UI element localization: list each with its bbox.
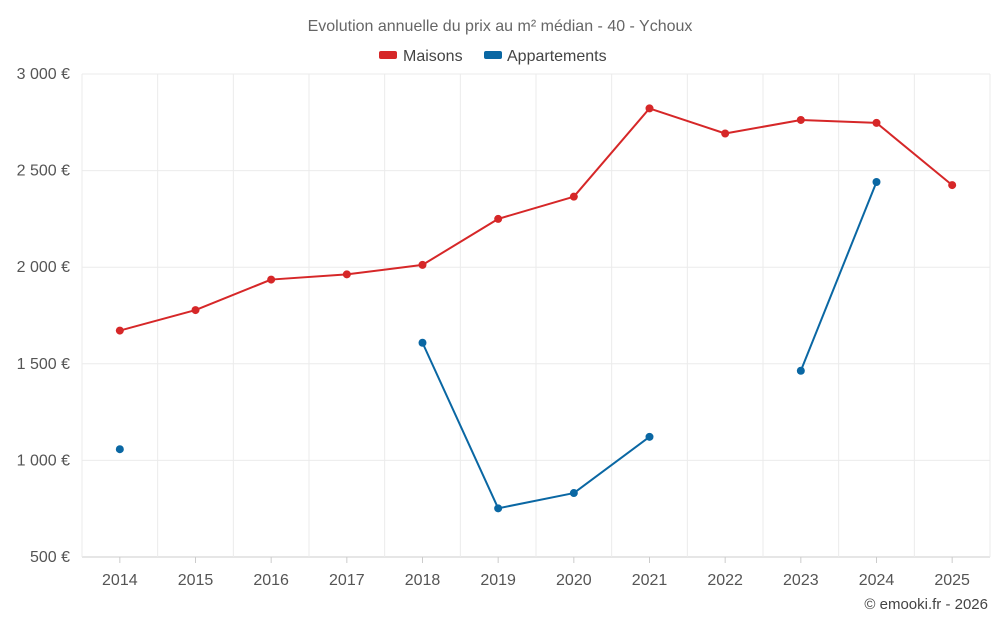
data-point-appartements[interactable] <box>418 338 427 347</box>
x-tick-label: 2015 <box>178 572 214 589</box>
series-line-appartements <box>421 342 651 510</box>
data-point-maisons[interactable] <box>948 181 957 190</box>
data-point-maisons[interactable] <box>342 270 351 279</box>
legend-item-appartements[interactable]: Appartements <box>484 48 607 65</box>
x-axis-tick-labels: 2014 2015 2016 2017 2018 2019 2020 2021 2022 2023… <box>102 572 970 589</box>
y-tick-label: 2 000 € <box>17 259 70 276</box>
series-appartements <box>115 177 881 513</box>
x-tick-label: 2024 <box>859 572 895 589</box>
data-point-maisons[interactable] <box>115 326 124 335</box>
legend-label: Appartements <box>507 48 607 65</box>
legend-swatch <box>379 51 397 59</box>
data-point-maisons[interactable] <box>796 115 805 124</box>
x-tick-label: 2014 <box>102 572 138 589</box>
x-tick-label: 2017 <box>329 572 365 589</box>
y-tick-label: 2 500 € <box>17 163 70 180</box>
data-point-appartements[interactable] <box>115 445 124 454</box>
data-point-maisons[interactable] <box>645 104 654 113</box>
y-tick-label: 1 500 € <box>17 356 70 373</box>
series-layer <box>115 104 957 513</box>
x-tick-label: 2019 <box>480 572 516 589</box>
grid-lines <box>81 73 991 563</box>
chart-title: Evolution annuelle du prix au m² médian … <box>308 18 693 35</box>
legend-item-maisons[interactable]: Maisons <box>379 48 463 65</box>
series-maisons <box>115 104 957 335</box>
x-tick-label: 2020 <box>556 572 592 589</box>
legend: Maisons Appartements <box>379 48 607 65</box>
series-line-appartements <box>799 181 878 372</box>
legend-swatch <box>484 51 502 59</box>
data-point-maisons[interactable] <box>418 260 427 269</box>
y-tick-label: 1 000 € <box>17 452 70 469</box>
x-tick-label: 2023 <box>783 572 819 589</box>
data-point-maisons[interactable] <box>191 306 200 315</box>
y-tick-label: 500 € <box>30 549 70 566</box>
x-tick-label: 2016 <box>253 572 289 589</box>
y-axis-tick-labels: 500 € 1 000 € 1 500 € 2 000 € 2 500 € 3 000 € <box>17 66 70 566</box>
data-point-maisons[interactable] <box>267 275 276 284</box>
data-point-appartements[interactable] <box>569 489 578 498</box>
data-point-maisons[interactable] <box>872 118 881 127</box>
x-tick-label: 2022 <box>707 572 743 589</box>
y-tick-label: 3 000 € <box>17 66 70 83</box>
legend-label: Maisons <box>403 48 463 65</box>
data-point-appartements[interactable] <box>494 504 503 513</box>
data-point-appartements[interactable] <box>796 366 805 375</box>
credit-text: © emooki.fr - 2026 <box>864 596 988 613</box>
data-point-appartements[interactable] <box>872 177 881 186</box>
series-line-maisons <box>119 107 953 332</box>
data-point-maisons[interactable] <box>494 214 503 223</box>
data-point-maisons[interactable] <box>569 192 578 201</box>
x-tick-label: 2018 <box>405 572 441 589</box>
x-tick-label: 2025 <box>934 572 970 589</box>
data-point-appartements[interactable] <box>645 432 654 441</box>
data-point-maisons[interactable] <box>721 129 730 138</box>
x-tick-label: 2021 <box>632 572 668 589</box>
